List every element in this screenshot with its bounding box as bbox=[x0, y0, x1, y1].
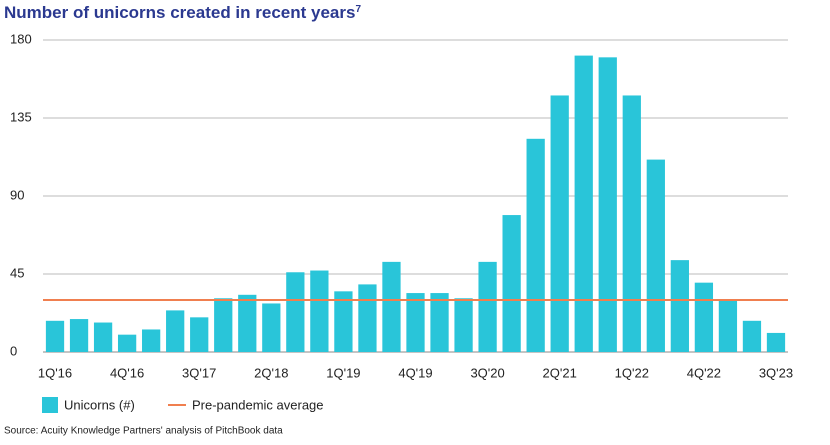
x-tick-label: 1Q'19 bbox=[326, 365, 360, 380]
bar bbox=[142, 329, 161, 352]
title-text: Number of unicorns created in recent yea… bbox=[4, 3, 355, 22]
bar bbox=[550, 95, 569, 352]
bar bbox=[406, 293, 425, 352]
bar bbox=[93, 322, 113, 352]
bar bbox=[766, 332, 786, 352]
x-tick-label: 3Q'20 bbox=[470, 365, 504, 380]
bar bbox=[166, 310, 185, 352]
bar bbox=[69, 319, 89, 352]
bar bbox=[358, 284, 377, 352]
y-tick-label: 45 bbox=[10, 265, 24, 280]
bar bbox=[430, 293, 449, 352]
title-superscript: 7 bbox=[355, 4, 361, 15]
bar bbox=[598, 57, 617, 352]
legend-label: Pre-pandemic average bbox=[192, 397, 324, 412]
y-tick-label: 0 bbox=[10, 343, 17, 358]
x-tick-label: 3Q'23 bbox=[759, 365, 793, 380]
bar bbox=[286, 272, 305, 352]
bar bbox=[190, 317, 209, 352]
bar bbox=[670, 260, 689, 352]
bar bbox=[310, 270, 329, 352]
legend-label: Unicorns (#) bbox=[64, 397, 135, 412]
bar bbox=[478, 261, 497, 352]
bar bbox=[214, 298, 233, 352]
bar bbox=[742, 320, 762, 352]
bar bbox=[334, 291, 353, 352]
bar bbox=[622, 95, 641, 352]
x-tick-label: 3Q'17 bbox=[182, 365, 216, 380]
bar bbox=[454, 298, 473, 352]
bar bbox=[574, 55, 593, 352]
chart-title: Number of unicorns created in recent yea… bbox=[4, 3, 361, 22]
legend-swatch bbox=[42, 397, 58, 413]
bar bbox=[117, 334, 137, 352]
bar bbox=[502, 215, 521, 352]
bar bbox=[45, 320, 65, 352]
x-tick-label: 2Q'21 bbox=[543, 365, 577, 380]
bar bbox=[646, 159, 665, 352]
bar bbox=[718, 300, 738, 352]
y-tick-label: 135 bbox=[10, 109, 32, 124]
x-tick-label: 4Q'16 bbox=[110, 365, 144, 380]
x-tick-label: 1Q'22 bbox=[615, 365, 649, 380]
y-tick-label: 90 bbox=[10, 187, 24, 202]
bar bbox=[382, 261, 401, 352]
x-tick-label: 4Q'22 bbox=[687, 365, 721, 380]
x-tick-label: 4Q'19 bbox=[398, 365, 432, 380]
source: Source: Acuity Knowledge Partners' analy… bbox=[4, 426, 283, 437]
x-tick-label: 1Q'16 bbox=[38, 365, 72, 380]
bar bbox=[238, 294, 257, 352]
y-tick-label: 180 bbox=[10, 31, 32, 46]
bar bbox=[694, 282, 714, 352]
x-tick-label: 2Q'18 bbox=[254, 365, 288, 380]
bar bbox=[526, 138, 545, 352]
bar bbox=[262, 303, 281, 352]
